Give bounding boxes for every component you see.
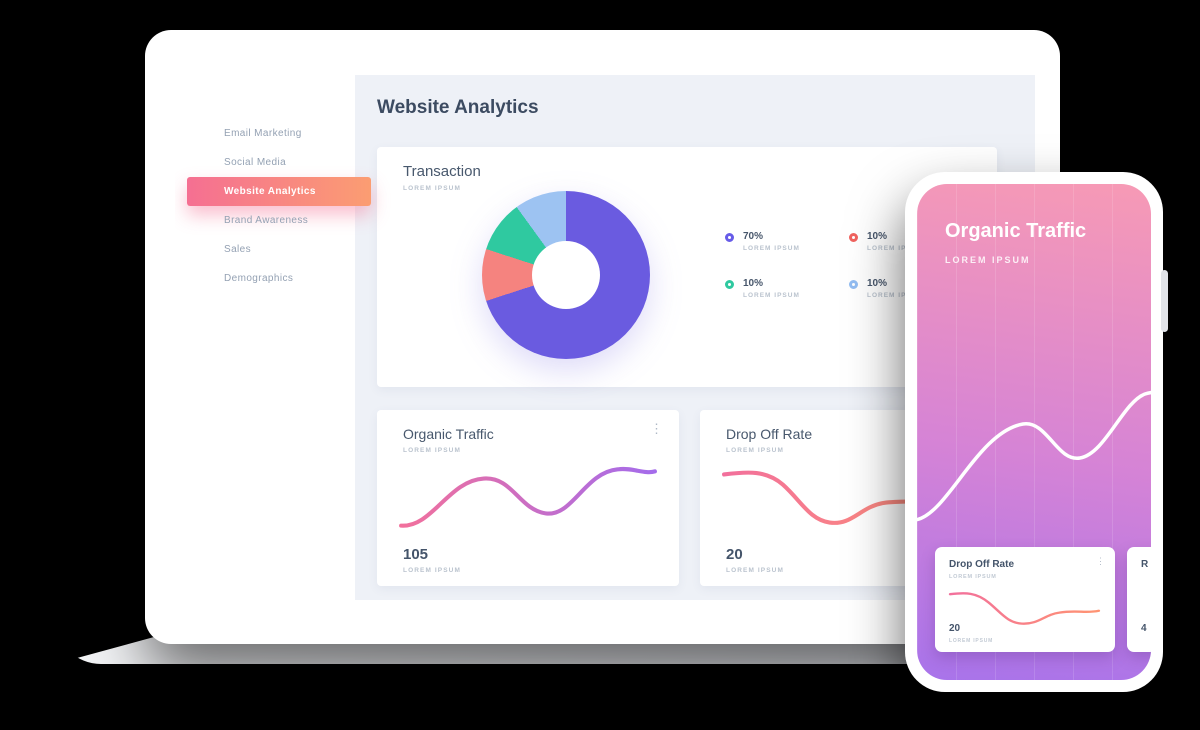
dropoff-value: 20 — [726, 546, 743, 563]
phone-screen: Organic Traffic LOREM IPSUM Drop Off Rat… — [917, 184, 1151, 680]
legend-value: 70% — [743, 231, 764, 242]
phone-page-title: Organic Traffic — [945, 220, 1087, 242]
organic-traffic-chart — [399, 466, 657, 528]
dropoff-value-label: LOREM IPSUM — [726, 567, 784, 574]
legend-item-purple[interactable]: 70% LOREM IPSUM — [725, 231, 849, 252]
organic-subtitle: LOREM IPSUM — [403, 447, 461, 454]
dropoff-title: Drop Off Rate — [726, 426, 813, 442]
kebab-menu-icon[interactable]: ⋮ — [650, 421, 663, 436]
legend-ring-icon — [849, 233, 858, 242]
legend-label: LOREM IPSUM — [743, 245, 800, 252]
legend-ring-icon — [725, 280, 734, 289]
phone-second-card: R 4 — [1127, 547, 1151, 652]
phone-frame: Organic Traffic LOREM IPSUM Drop Off Rat… — [905, 172, 1168, 692]
legend-ring-icon — [849, 280, 858, 289]
sidebar-item-social-media[interactable]: Social Media — [187, 148, 363, 177]
sidebar-item-sales[interactable]: Sales — [187, 235, 363, 264]
sidebar-item-label: Demographics — [224, 273, 294, 284]
phone-side-button — [1161, 270, 1168, 332]
dropoff-metric: 20 LOREM IPSUM — [726, 546, 784, 574]
legend-label: LOREM IPSUM — [743, 292, 800, 299]
legend-label: LOREM IPSUM — [867, 245, 924, 252]
phone-organic-line — [917, 390, 1151, 522]
phone-card-value: 20 — [949, 623, 961, 634]
organic-card-header: Organic Traffic LOREM IPSUM — [403, 426, 494, 454]
sidebar-item-demographics[interactable]: Demographics — [187, 264, 363, 293]
donut-hole — [532, 241, 600, 309]
sidebar-item-label: Website Analytics — [224, 186, 316, 197]
phone-page-subtitle: LOREM IPSUM — [945, 255, 1031, 265]
phone-card-value-label: LOREM IPSUM — [949, 638, 994, 644]
organic-title: Organic Traffic — [403, 426, 494, 442]
phone-mini-chart — [948, 592, 1101, 625]
transaction-subtitle: LOREM IPSUM — [403, 185, 461, 192]
organic-value: 105 — [403, 546, 429, 563]
dashboard-screen: Email Marketing Social Media Website Ana… — [175, 75, 1035, 600]
sidebar-item-label: Email Marketing — [224, 128, 302, 139]
phone-card-title: R — [1141, 559, 1149, 570]
page-title: Website Analytics — [377, 97, 539, 118]
legend-item-red[interactable]: 10% LOREM IPSUM — [849, 231, 973, 252]
legend-item-blue[interactable]: 10% LOREM IPSUM — [849, 278, 973, 299]
sidebar-item-brand-awareness[interactable]: Brand Awareness — [187, 206, 363, 235]
phone-drop-off-card: Drop Off Rate LOREM IPSUM ⋮ 20 LOREM IPS… — [935, 547, 1115, 652]
phone-card-value: 4 — [1141, 623, 1147, 634]
main-content: Website Analytics Transaction LOREM IPSU… — [355, 75, 1035, 600]
transaction-title: Transaction — [403, 163, 481, 180]
legend-item-teal[interactable]: 10% LOREM IPSUM — [725, 278, 849, 299]
dropoff-subtitle: LOREM IPSUM — [726, 447, 784, 454]
phone-header: Organic Traffic LOREM IPSUM — [945, 220, 1086, 265]
legend-value: 10% — [743, 278, 764, 289]
legend-value: 10% — [867, 278, 888, 289]
donut-chart — [482, 191, 650, 359]
sidebar: Email Marketing Social Media Website Ana… — [175, 75, 371, 600]
phone-mini-line — [948, 592, 1101, 625]
sidebar-item-label: Sales — [224, 244, 252, 255]
organic-value-label: LOREM IPSUM — [403, 567, 461, 574]
phone-card-subtitle: LOREM IPSUM — [949, 574, 997, 580]
kebab-menu-icon[interactable]: ⋮ — [1096, 556, 1105, 566]
legend-label: LOREM IPSUM — [867, 292, 924, 299]
donut-legend: 70% LOREM IPSUM 10% LOREM IPSUM 10% LORE… — [725, 231, 973, 299]
organic-metric: 105 LOREM IPSUM — [403, 546, 461, 574]
legend-value: 10% — [867, 231, 888, 242]
phone-organic-chart — [917, 390, 1151, 522]
sidebar-item-website-analytics[interactable]: Website Analytics — [187, 177, 371, 206]
sidebar-item-email-marketing[interactable]: Email Marketing — [187, 119, 363, 148]
sidebar-item-label: Social Media — [224, 157, 287, 168]
organic-traffic-card: Organic Traffic LOREM IPSUM ⋮ — [377, 410, 679, 586]
sidebar-item-label: Brand Awareness — [224, 215, 309, 226]
organic-traffic-line — [399, 466, 657, 528]
phone-card-title: Drop Off Rate — [949, 559, 1014, 570]
dropoff-card-header: Drop Off Rate LOREM IPSUM — [726, 426, 812, 454]
legend-ring-icon — [725, 233, 734, 242]
transaction-card: Transaction LOREM IPSUM 70% LOREM IPSUM — [377, 147, 997, 387]
transaction-card-header: Transaction LOREM IPSUM — [403, 163, 481, 192]
